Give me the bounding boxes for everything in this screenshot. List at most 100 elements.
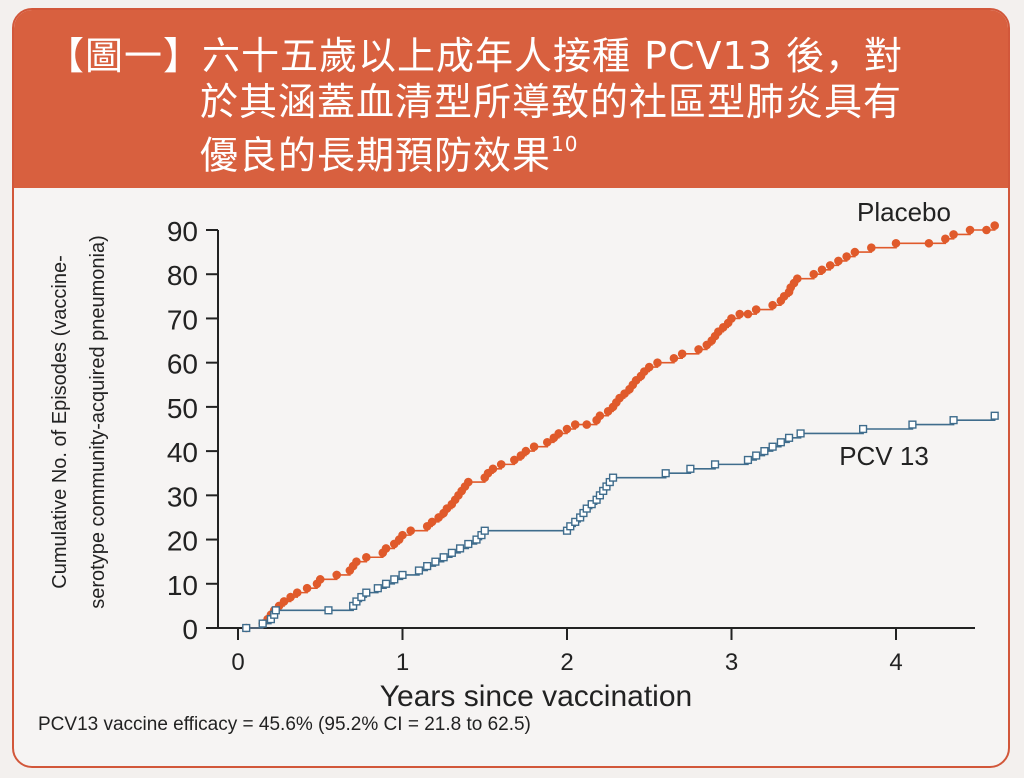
y-tick-label: 30: [167, 481, 198, 512]
pcv13-point: [587, 500, 596, 509]
figure-title-line-1: 【圖一】六十五歲以上成年人接種 PCV13 後，對: [46, 34, 903, 78]
placebo-point: [941, 234, 950, 244]
pcv13-point: [472, 535, 481, 544]
placebo-point: [496, 460, 506, 469]
placebo-point: [669, 353, 679, 363]
reference-superscript: 10: [551, 132, 579, 156]
placebo-point: [834, 256, 843, 266]
x-tick-label: 2: [560, 649, 573, 676]
pcv13-point: [423, 561, 432, 571]
pcv13-point: [373, 584, 382, 593]
placebo-point: [694, 345, 703, 354]
placebo-point: [751, 305, 761, 314]
pcv13-point: [439, 553, 448, 562]
pcv13-point: [357, 592, 366, 602]
pcv13-point: [352, 597, 361, 606]
y-tick-label: 10: [167, 570, 198, 601]
pcv13-point: [242, 623, 251, 633]
pcv13-point: [796, 429, 805, 438]
pcv13-point: [455, 544, 465, 553]
pcv13-point: [908, 420, 917, 429]
pcv13-point: [480, 526, 489, 535]
series-label-pcv13: PCV 13: [839, 441, 929, 471]
pcv13-point: [760, 447, 769, 456]
pcv13-point: [686, 464, 695, 473]
y-tick-label: 70: [167, 304, 198, 335]
pcv13-point: [661, 469, 670, 478]
pcv13-point: [571, 517, 580, 526]
placebo-point: [554, 429, 564, 438]
placebo-point: [332, 570, 342, 580]
x-axis-label: Years since vaccination: [380, 680, 692, 713]
pcv13-point: [431, 557, 440, 566]
placebo-point: [727, 314, 736, 323]
pcv13-point: [743, 455, 753, 465]
pcv13-point: [710, 460, 720, 469]
placebo-point: [735, 309, 745, 319]
placebo-point: [743, 309, 753, 319]
placebo-point: [644, 362, 654, 372]
placebo-point: [677, 349, 687, 359]
placebo-point: [850, 247, 860, 257]
placebo-point: [891, 238, 901, 248]
pcv13-point: [447, 548, 456, 557]
series-line-placebo: [246, 225, 996, 629]
figure-title-line-3: 優良的長期預防效果10: [200, 124, 578, 180]
y-axis-label-line-2: serotype community-acquired pneumonia): [87, 235, 109, 609]
pcv13-point: [752, 451, 761, 460]
placebo-point: [817, 265, 827, 275]
placebo-point: [965, 225, 975, 235]
placebo-point: [286, 592, 295, 602]
figure-title-line-3-text: 優良的長期預防效果: [200, 133, 552, 178]
placebo-point: [809, 269, 819, 279]
pcv13-point: [381, 579, 391, 588]
placebo-point: [949, 230, 958, 239]
placebo-point: [362, 552, 371, 562]
placebo-point: [488, 464, 498, 474]
placebo-point: [315, 575, 325, 584]
y-tick-label: 40: [167, 437, 198, 468]
efficacy-footnote: PCV13 vaccine efficacy = 45.6% (95.2% CI…: [38, 714, 531, 735]
pcv13-point: [414, 566, 424, 575]
pcv13-point: [271, 606, 280, 615]
placebo-point: [406, 526, 416, 536]
placebo-point: [292, 588, 302, 597]
placebo-point: [529, 442, 539, 451]
pcv13-point: [784, 433, 794, 442]
placebo-point: [793, 274, 802, 283]
placebo-point: [842, 252, 851, 261]
y-tick-label: 60: [167, 349, 198, 380]
placebo-point: [982, 225, 991, 235]
pcv13-point: [859, 424, 868, 434]
placebo-point: [562, 424, 572, 434]
pcv13-point: [582, 504, 591, 513]
title-banner: 【圖一】六十五歲以上成年人接種 PCV13 後，對 於其涵蓋血清型所導致的社區型…: [14, 10, 1008, 188]
placebo-point: [352, 557, 361, 566]
y-tick-label: 0: [182, 614, 198, 645]
x-tick-label: 1: [396, 649, 409, 676]
placebo-point: [464, 477, 473, 487]
pcv13-point: [398, 570, 407, 580]
placebo-point: [990, 221, 1000, 230]
placebo-point: [825, 261, 835, 270]
figure-card: 【圖一】六十五歲以上成年人接種 PCV13 後，對 於其涵蓋血清型所導致的社區型…: [12, 8, 1010, 768]
pcv13-point: [390, 575, 399, 584]
y-tick-label: 50: [167, 393, 198, 424]
placebo-point: [570, 420, 580, 429]
placebo-point: [302, 583, 312, 593]
placebo-point: [427, 517, 437, 527]
placebo-point: [398, 530, 407, 540]
placebo-point: [542, 437, 552, 447]
pcv13-point: [464, 539, 473, 549]
placebo-point: [582, 420, 592, 429]
x-tick-label: 0: [231, 649, 244, 676]
y-axis-label-line-1: Cumulative No. of Episodes (vaccine-: [49, 255, 71, 588]
placebo-point: [279, 597, 289, 606]
placebo-point: [768, 300, 777, 310]
pcv13-point: [362, 588, 371, 597]
placebo-point: [867, 243, 876, 252]
placebo-point: [381, 544, 391, 553]
pcv13-point: [258, 619, 267, 628]
pcv13-point: [776, 438, 785, 447]
